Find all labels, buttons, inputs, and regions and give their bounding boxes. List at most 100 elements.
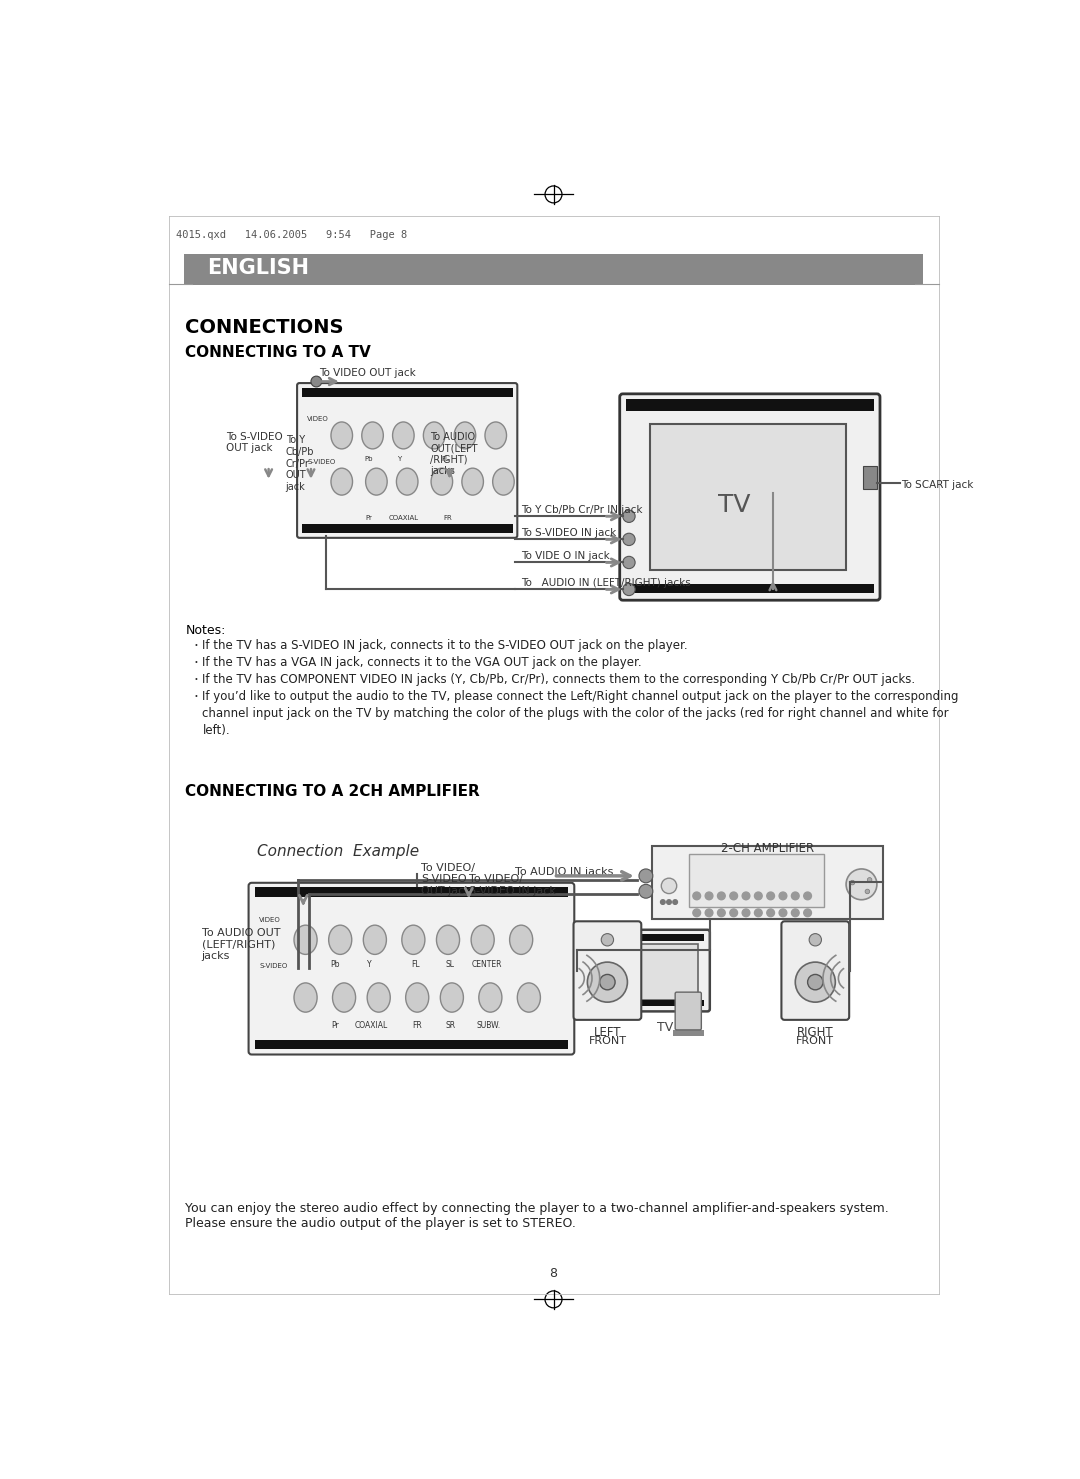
- Text: ENGLISH: ENGLISH: [207, 259, 309, 278]
- Text: ·: ·: [193, 673, 198, 688]
- Text: 4015.qxd   14.06.2005   9:54   Page 8: 4015.qxd 14.06.2005 9:54 Page 8: [176, 229, 407, 240]
- Ellipse shape: [478, 984, 502, 1012]
- Bar: [863, 466, 877, 490]
- Circle shape: [755, 910, 762, 917]
- Text: VIDEO: VIDEO: [307, 416, 328, 422]
- Circle shape: [673, 899, 677, 904]
- Circle shape: [730, 910, 738, 917]
- Ellipse shape: [406, 984, 429, 1012]
- Text: To AUDIO
OUT(LEFT
/RIGHT)
jacks: To AUDIO OUT(LEFT /RIGHT) jacks: [430, 432, 477, 476]
- Circle shape: [717, 910, 725, 917]
- Circle shape: [693, 892, 701, 899]
- Ellipse shape: [436, 926, 460, 954]
- Text: If the TV has a VGA IN jack, connects it to the VGA OUT jack on the player.: If the TV has a VGA IN jack, connects it…: [202, 657, 642, 670]
- Bar: [626, 1000, 704, 1006]
- Bar: [689, 853, 824, 908]
- Bar: [626, 399, 874, 411]
- Text: FL: FL: [442, 456, 449, 461]
- FancyBboxPatch shape: [652, 846, 883, 918]
- FancyBboxPatch shape: [248, 883, 575, 1055]
- Text: If you’d like to output the audio to the TV, please connect the Left/Right chann: If you’d like to output the audio to the…: [202, 691, 959, 704]
- Text: ·: ·: [193, 691, 198, 705]
- Circle shape: [792, 910, 799, 917]
- Ellipse shape: [517, 984, 540, 1012]
- Circle shape: [666, 899, 672, 904]
- Text: COAXIAL: COAXIAL: [354, 1022, 388, 1031]
- Ellipse shape: [485, 422, 507, 450]
- Circle shape: [804, 910, 811, 917]
- Bar: [626, 584, 874, 593]
- Text: SUBW.: SUBW.: [476, 1022, 501, 1031]
- Circle shape: [850, 880, 854, 884]
- Text: CENTER: CENTER: [471, 960, 502, 969]
- Text: RIGHT: RIGHT: [797, 1026, 834, 1040]
- Text: VIDEO: VIDEO: [259, 917, 281, 923]
- Ellipse shape: [471, 926, 495, 954]
- Text: To VIDEO/
S-VIDEO IN jack: To VIDEO/ S-VIDEO IN jack: [469, 874, 556, 896]
- Text: Pb: Pb: [330, 960, 339, 969]
- Text: CONNECTING TO A 2CH AMPLIFIER: CONNECTING TO A 2CH AMPLIFIER: [186, 784, 481, 799]
- Circle shape: [808, 975, 823, 989]
- Circle shape: [705, 910, 713, 917]
- Circle shape: [755, 892, 762, 899]
- Text: Please ensure the audio output of the player is set to STEREO.: Please ensure the audio output of the pl…: [186, 1217, 577, 1231]
- Ellipse shape: [366, 469, 387, 495]
- FancyBboxPatch shape: [620, 393, 880, 600]
- Circle shape: [705, 892, 713, 899]
- Text: CONNECTIONS: CONNECTIONS: [186, 318, 343, 337]
- Circle shape: [795, 963, 835, 1003]
- Circle shape: [693, 910, 701, 917]
- Text: FRONT: FRONT: [589, 1035, 626, 1046]
- Circle shape: [623, 556, 635, 568]
- Text: SL: SL: [446, 960, 455, 969]
- Circle shape: [623, 534, 635, 546]
- Circle shape: [779, 892, 787, 899]
- Ellipse shape: [363, 926, 387, 954]
- Text: CONNECTING TO A TV: CONNECTING TO A TV: [186, 345, 372, 361]
- Bar: [626, 933, 704, 941]
- FancyBboxPatch shape: [782, 921, 849, 1021]
- Circle shape: [730, 892, 738, 899]
- Text: To SCART jack: To SCART jack: [902, 481, 974, 490]
- Text: To VIDE O IN jack: To VIDE O IN jack: [522, 552, 610, 562]
- Text: Y: Y: [367, 960, 372, 969]
- Ellipse shape: [333, 984, 355, 1012]
- Circle shape: [742, 892, 750, 899]
- Circle shape: [639, 884, 652, 898]
- Text: Pr: Pr: [330, 1022, 339, 1031]
- Circle shape: [311, 376, 322, 387]
- Ellipse shape: [455, 422, 475, 450]
- Ellipse shape: [294, 926, 318, 954]
- Bar: [255, 1040, 568, 1049]
- FancyBboxPatch shape: [675, 992, 701, 1029]
- Circle shape: [742, 910, 750, 917]
- Ellipse shape: [402, 926, 424, 954]
- Text: To S-VIDEO
OUT jack: To S-VIDEO OUT jack: [226, 432, 283, 453]
- Circle shape: [804, 892, 811, 899]
- Text: To   AUDIO IN (LEFT/RIGHT) jacks: To AUDIO IN (LEFT/RIGHT) jacks: [522, 578, 691, 589]
- Text: S-VIDEO: S-VIDEO: [259, 963, 287, 969]
- Bar: [650, 424, 846, 571]
- Circle shape: [623, 583, 635, 596]
- Text: FL: FL: [411, 960, 420, 969]
- Text: You can enjoy the stereo audio effect by connecting the player to a two-channel : You can enjoy the stereo audio effect by…: [186, 1201, 889, 1214]
- Text: Notes:: Notes:: [186, 624, 226, 637]
- Ellipse shape: [367, 984, 390, 1012]
- Text: Pr: Pr: [365, 515, 373, 521]
- FancyBboxPatch shape: [573, 921, 642, 1021]
- Ellipse shape: [431, 469, 453, 495]
- Bar: [632, 945, 699, 1000]
- Circle shape: [588, 963, 627, 1003]
- FancyBboxPatch shape: [297, 383, 517, 538]
- Text: ·: ·: [193, 657, 198, 671]
- Text: To Y Cb/Pb Cr/Pr IN jack: To Y Cb/Pb Cr/Pr IN jack: [522, 506, 643, 515]
- Circle shape: [865, 889, 869, 893]
- Circle shape: [809, 933, 822, 947]
- Bar: [301, 524, 513, 534]
- Ellipse shape: [294, 984, 318, 1012]
- Text: FR: FR: [413, 1022, 422, 1031]
- Text: COAXIAL: COAXIAL: [389, 515, 418, 521]
- Text: Y: Y: [397, 456, 402, 461]
- Text: If the TV has COMPONENT VIDEO IN jacks (Y, Cb/Pb, Cr/Pr), connects them to the c: If the TV has COMPONENT VIDEO IN jacks (…: [202, 673, 916, 686]
- Bar: [673, 1029, 704, 1035]
